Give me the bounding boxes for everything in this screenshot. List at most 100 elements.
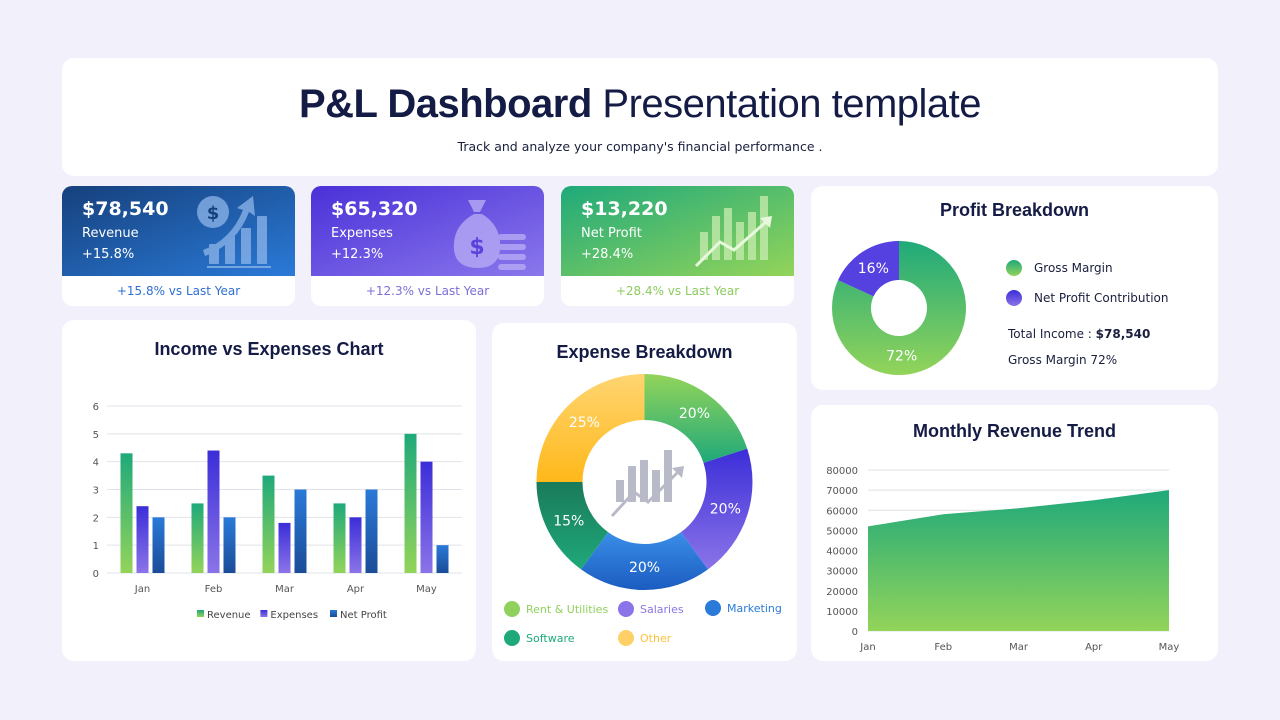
income-expenses-card: Income vs Expenses Chart 0 1 2 3 4 5 6 Jan Feb Ma… <box>62 320 476 661</box>
expense-slice <box>581 532 708 590</box>
kpi-label: Expenses <box>331 226 393 241</box>
legend-dot <box>618 601 634 617</box>
legend-dot <box>504 601 520 617</box>
slice-label: 16% <box>858 261 889 277</box>
expense-slice <box>644 374 748 463</box>
profit-donut-chart: 72% 16% <box>832 241 966 375</box>
profit-breakdown-title: Profit Breakdown <box>939 200 1090 220</box>
bar-net-profit <box>294 489 307 573</box>
y-tick-label: 2 <box>93 513 99 524</box>
money-bag-icon: $ <box>453 200 526 270</box>
bar-revenue <box>404 433 417 573</box>
bar-expenses <box>420 461 433 573</box>
slice-label: 20% <box>629 560 660 576</box>
y-tick-label: 0 <box>852 627 858 638</box>
bar-expenses <box>349 517 362 573</box>
chart-growth-icon <box>610 450 684 518</box>
profit-legend-gross-margin: Gross Margin <box>1006 260 1113 276</box>
expenses-kpi-card[interactable]: $65,320 Expenses +12.3% $ +12.3% vs Last… <box>311 186 544 306</box>
y-tick-label: 50000 <box>826 526 858 537</box>
x-tick-label: Feb <box>205 584 223 595</box>
kpi-value: $65,320 <box>331 198 418 220</box>
slice-label: 20% <box>679 406 710 422</box>
net-profit-kpi-card[interactable]: $13,220 Net Profit +28.4% +28.4% vs Last… <box>561 186 794 306</box>
revenue-kpi-card[interactable]: $78,540 Revenue +15.8% $ +15.8% vs Last … <box>62 186 295 306</box>
kpi-change: +12.3% <box>331 247 384 262</box>
revenue-area-chart: 0 10000 20000 30000 40000 50000 60000 70000 8000… <box>826 466 1180 653</box>
header-card: P&L Dashboard Presentation template Trac… <box>62 58 1218 176</box>
expense-legend-software: Software <box>504 630 575 646</box>
slice-label: 15% <box>553 514 584 530</box>
x-tick-label: May <box>1159 642 1180 653</box>
kpi-value: $13,220 <box>581 198 668 220</box>
kpi-change: +28.4% <box>581 247 634 262</box>
x-tick-label: Apr <box>1085 642 1103 653</box>
page-title: P&L Dashboard Presentation template <box>298 82 982 126</box>
bar-revenue <box>191 503 204 573</box>
kpi-value: $78,540 <box>82 198 169 220</box>
expense-donut-chart: 20% 20% 20% 15% 25% <box>536 374 753 590</box>
bar-expenses <box>136 506 149 573</box>
expense-slice <box>536 482 609 570</box>
kpi-label: Net Profit <box>581 226 642 241</box>
legend-label: Expenses <box>270 610 318 621</box>
svg-text:$: $ <box>469 235 484 260</box>
bar-net-profit <box>436 545 449 573</box>
expense-legend-marketing: Marketing <box>705 600 782 616</box>
legend-label: Net Profit <box>340 610 387 621</box>
legend-dot <box>1006 260 1022 276</box>
total-income-text: Total Income : $78,540 <box>1008 327 1151 341</box>
slice-label: 25% <box>569 415 600 431</box>
legend-dot <box>504 630 520 646</box>
legend-dot <box>618 630 634 646</box>
y-tick-label: 80000 <box>826 466 858 477</box>
bar-net-profit <box>152 517 165 573</box>
page-subtitle: Track and analyze your company's financi… <box>457 139 823 154</box>
bar-net-profit <box>223 517 236 573</box>
x-tick-label: Mar <box>275 584 295 595</box>
kpi-change: +15.8% <box>82 247 135 262</box>
y-tick-label: 40000 <box>826 547 858 558</box>
legend-swatch <box>197 610 204 617</box>
net-profit-slice <box>838 241 899 297</box>
x-tick-label: Apr <box>347 584 365 595</box>
dollar-growth-icon: $ <box>197 196 271 268</box>
x-tick-label: Jan <box>134 584 150 595</box>
kpi-footer: +15.8% vs Last Year <box>62 276 295 306</box>
gross-margin-text: Gross Margin 72% <box>1008 353 1118 367</box>
y-tick-label: 6 <box>93 402 99 413</box>
y-tick-label: 0 <box>93 569 99 580</box>
bar-revenue <box>333 503 346 573</box>
kpi-footer: +28.4% vs Last Year <box>561 276 794 306</box>
revenue-trend-title: Monthly Revenue Trend <box>912 421 1117 441</box>
bar-revenue <box>120 453 133 573</box>
revenue-trend-card: Monthly Revenue Trend 0 10000 20000 30000 40… <box>811 405 1218 661</box>
y-tick-label: 20000 <box>826 587 858 598</box>
x-tick-label: Mar <box>1009 642 1029 653</box>
legend-dot <box>705 600 721 616</box>
kpi-footer: +12.3% vs Last Year <box>311 276 544 306</box>
expense-slice <box>680 448 753 570</box>
expense-legend-salaries: Salaries <box>618 601 684 617</box>
expense-breakdown-title: Expense Breakdown <box>556 342 733 362</box>
bar-net-profit <box>365 489 378 573</box>
revenue-area <box>868 490 1169 631</box>
profit-legend-net-profit: Net Profit Contribution <box>1006 290 1169 306</box>
y-tick-label: 30000 <box>826 567 858 578</box>
x-tick-label: Feb <box>934 642 952 653</box>
x-tick-label: Jan <box>859 642 875 653</box>
expense-slice <box>536 374 645 482</box>
expense-breakdown-card: Expense Breakdown 20% 20% 20% 15% 25% Rent &… <box>492 323 797 661</box>
kpi-label: Revenue <box>82 226 139 241</box>
y-tick-label: 5 <box>93 430 99 441</box>
bar-expenses <box>207 450 220 573</box>
y-tick-label: 1 <box>93 541 99 552</box>
expense-legend-rent: Rent & Utilities <box>504 601 608 617</box>
slice-label: 20% <box>710 501 741 517</box>
slice-label: 72% <box>886 348 917 364</box>
svg-text:$: $ <box>207 203 220 224</box>
income-chart-title: Income vs Expenses Chart <box>154 339 384 359</box>
legend-swatch <box>330 610 337 617</box>
y-tick-label: 10000 <box>826 607 858 618</box>
bar-revenue <box>262 475 275 573</box>
